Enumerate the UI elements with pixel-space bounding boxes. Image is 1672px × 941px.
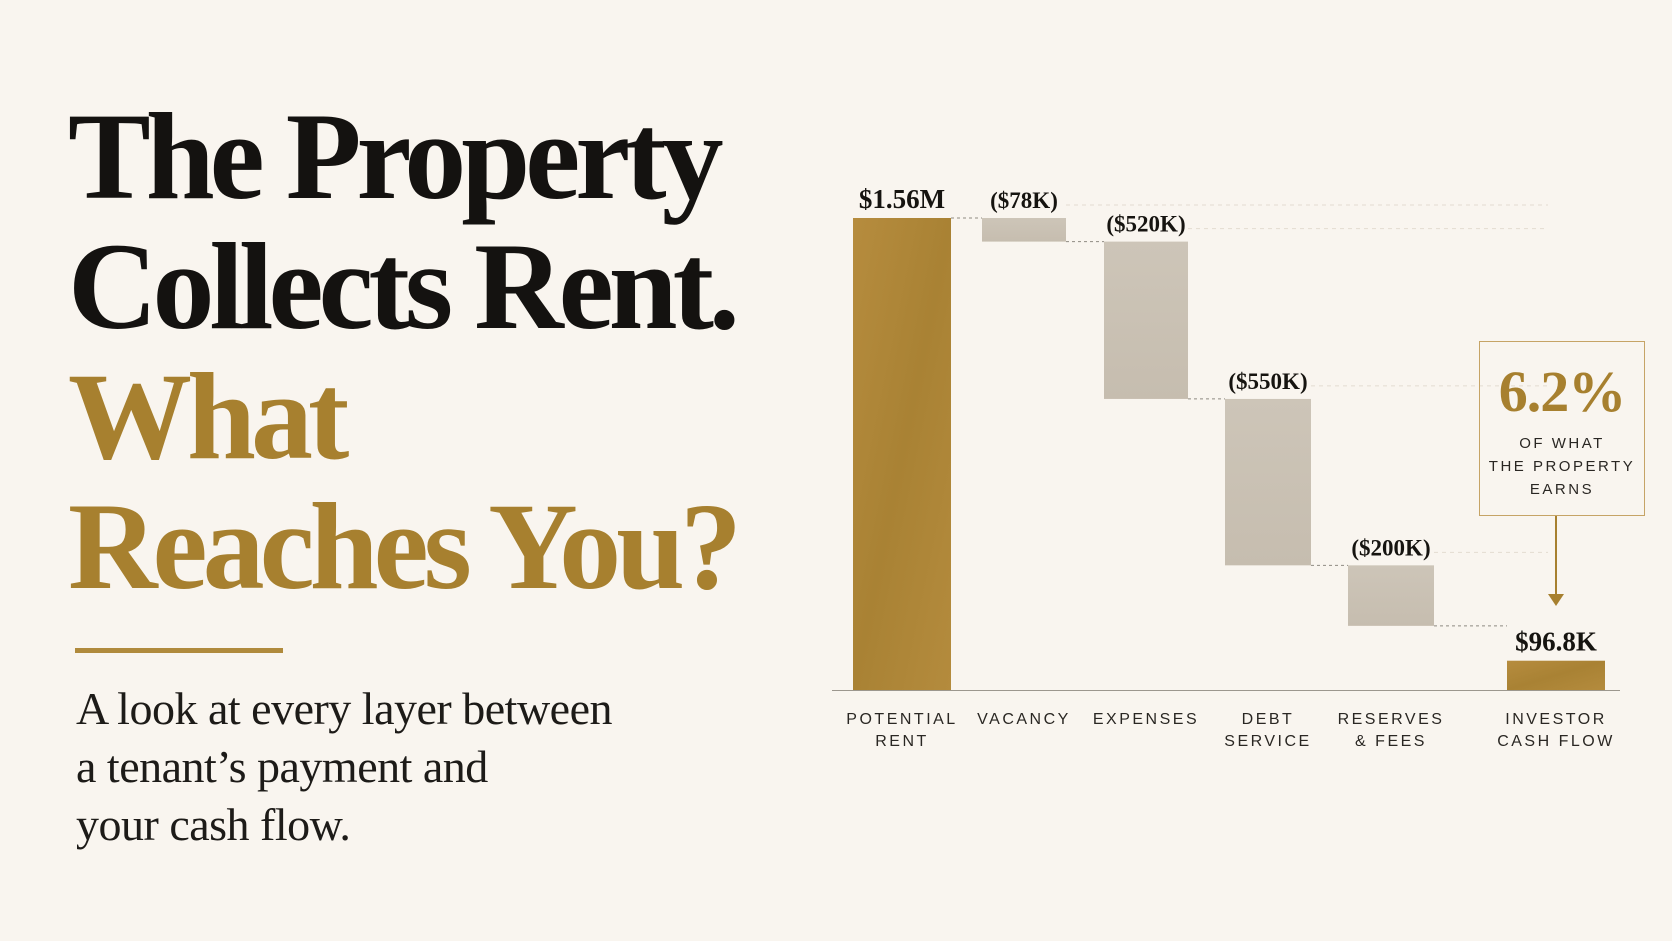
category-label: EXPENSES [1093,711,1199,728]
callout-arrow-head [1548,594,1564,606]
headline-line-3: What [68,348,349,485]
category-label: RENT [875,733,929,750]
bar-value-label: ($78K) [990,188,1058,213]
decrease-bar [982,218,1066,242]
category-label: DEBT [1242,711,1295,728]
headline-line-1: The Property [68,88,724,225]
category-label: RESERVES [1338,711,1445,728]
bar-value-label: ($520K) [1106,212,1185,237]
accent-divider [75,648,283,653]
headline: The Property Collects Rent. What Reaches… [68,92,848,612]
bar-value-label: $1.56M [859,184,945,214]
total-bar [1507,660,1605,690]
decrease-bar [1104,241,1188,399]
subtitle: A look at every layer between a tenant’s… [76,680,776,854]
headline-line-4: Reaches You? [68,478,742,615]
callout-caption: OF WHAT THE PROPERTY EARNS [1480,432,1644,501]
subtitle-line-3: your cash flow. [76,799,351,850]
category-label: CASH FLOW [1497,733,1615,750]
bar-value-label: ($200K) [1351,535,1430,560]
decrease-bar [1225,398,1311,566]
category-label: INVESTOR [1505,711,1607,728]
headline-line-2: Collects Rent. [68,218,740,355]
total-bar [853,218,951,690]
category-label: SERVICE [1224,733,1311,750]
bar-value-label: $96.8K [1515,627,1597,657]
bar-value-label: ($550K) [1228,369,1307,394]
category-label: POTENTIAL [846,711,957,728]
callout-caption-line-1: OF WHAT [1519,435,1605,452]
callout-caption-line-3: EARNS [1529,481,1595,498]
subtitle-line-2: a tenant’s payment and [76,741,488,792]
category-label: VACANCY [977,711,1071,728]
category-label: & FEES [1355,733,1427,750]
subtitle-line-1: A look at every layer between [76,683,613,734]
callout-value: 6.2% [1498,359,1627,424]
callout-caption-line-2: THE PROPERTY [1488,458,1636,475]
callout-box: 6.2% OF WHAT THE PROPERTY EARNS [1479,341,1645,516]
decrease-bar [1348,565,1434,626]
